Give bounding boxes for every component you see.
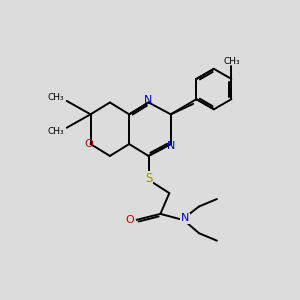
Text: N: N — [167, 141, 175, 151]
Text: O: O — [85, 139, 93, 149]
Text: N: N — [144, 95, 153, 105]
Text: CH₃: CH₃ — [47, 93, 64, 102]
Text: N: N — [181, 213, 189, 224]
Text: O: O — [126, 215, 134, 225]
Text: CH₃: CH₃ — [223, 57, 240, 66]
Text: S: S — [145, 172, 152, 185]
Text: CH₃: CH₃ — [47, 127, 64, 136]
